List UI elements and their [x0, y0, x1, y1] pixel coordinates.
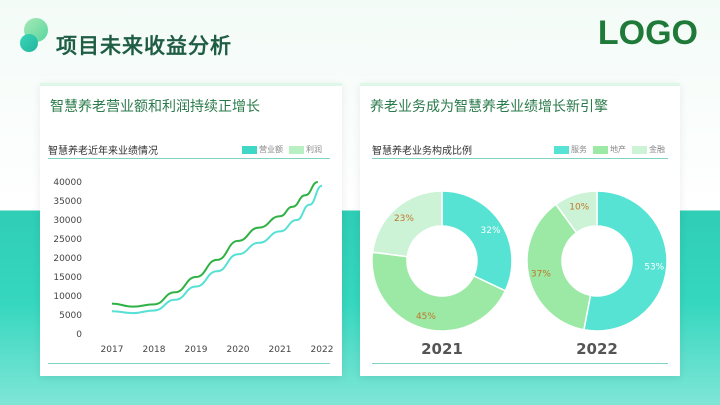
x-tick-label: 2021 [269, 345, 292, 355]
x-tick-label: 2017 [101, 345, 124, 355]
revenue-profit-card: 智慧养老营业额和利润持续正增长 智慧养老近年来业绩情况 营业额 利润 0 5000… [40, 83, 342, 376]
chart-legend: 营业额 利润 [242, 144, 322, 155]
card-heading: 智慧养老营业额和利润持续正增长 [50, 99, 260, 115]
divider [48, 158, 330, 159]
chart-subtitle: 智慧养老近年来业绩情况 [48, 146, 158, 157]
donut-slice-2021-1 [371, 251, 507, 332]
x-tick-label: 2022 [311, 345, 334, 355]
divider [48, 363, 330, 364]
donut-slice-2022-2 [554, 190, 598, 234]
slice-label: 32% [481, 226, 501, 236]
y-tick-label: 0 [76, 330, 82, 340]
legend-swatch-profit [289, 145, 304, 154]
donut-year-label: 2021 [421, 340, 463, 358]
legend-label: 地产 [610, 145, 626, 154]
slice-label: 23% [394, 214, 414, 224]
y-tick-label: 30000 [53, 216, 82, 226]
donut-slice-2022-0 [583, 190, 668, 332]
divider [372, 158, 668, 159]
donut-charts: 32% 45% 23% 2021 53% 37% 10% 2022 [371, 190, 668, 358]
y-tick-label: 40000 [53, 178, 82, 188]
title-decoration-circle-small [20, 34, 38, 52]
y-tick-label: 15000 [53, 273, 82, 283]
legend-label: 利润 [306, 145, 322, 154]
business-composition-card: 养老业务成为智慧养老业绩增长新引擎 智慧养老业务构成比例 服务 地产 金融 32… [360, 83, 680, 376]
logo: LOGO [597, 14, 698, 52]
page-title: 项目未来收益分析 [56, 34, 232, 58]
x-tick-label: 2020 [227, 345, 250, 355]
chart-subtitle: 智慧养老业务构成比例 [372, 146, 472, 157]
y-tick-label: 35000 [53, 197, 82, 207]
divider [372, 363, 668, 364]
legend-swatch-realestate [593, 145, 608, 154]
y-tick-label: 5000 [59, 311, 82, 321]
legend-item-revenue: 营业额 [242, 144, 283, 155]
legend-item-finance: 金融 [632, 144, 665, 155]
legend-item-profit: 利润 [289, 144, 322, 155]
slice-label: 37% [531, 270, 551, 280]
card-heading: 养老业务成为智慧养老业绩增长新引擎 [370, 99, 608, 115]
legend-swatch-finance [632, 145, 647, 154]
legend-swatch-service [554, 145, 569, 154]
legend-label: 服务 [571, 145, 587, 154]
legend-item-realestate: 地产 [593, 144, 626, 155]
legend-swatch-revenue [242, 145, 257, 154]
y-tick-label: 20000 [53, 254, 82, 264]
x-tick-label: 2018 [143, 345, 166, 355]
slice-label: 53% [644, 262, 664, 272]
legend-item-service: 服务 [554, 144, 587, 155]
chart-legend: 服务 地产 金融 [554, 144, 665, 155]
y-tick-label: 10000 [53, 292, 82, 302]
x-tick-label: 2019 [185, 345, 208, 355]
slice-label: 10% [569, 202, 589, 212]
donut-slice-2021-2 [371, 190, 443, 258]
donut-year-label: 2022 [576, 340, 618, 358]
series-line-0 [111, 181, 319, 308]
y-tick-label: 25000 [53, 235, 82, 245]
donut-slice-2021-0 [441, 190, 513, 292]
series-line-1 [111, 184, 323, 315]
legend-label: 金融 [649, 145, 665, 154]
line-chart: 0 5000 10000 15000 20000 25000 30000 35000 40000… [53, 178, 334, 355]
slice-label: 45% [416, 312, 436, 322]
legend-label: 营业额 [259, 145, 283, 154]
donut-slice-2022-1 [526, 203, 592, 331]
